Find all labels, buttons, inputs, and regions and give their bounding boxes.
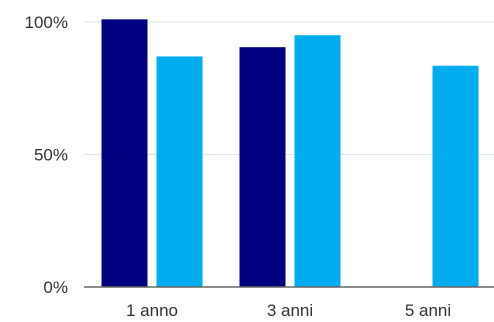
bar-series-2-5-anni	[432, 65, 479, 287]
bar-series-1-1-anno	[101, 19, 148, 287]
x-tick-label: 1 anno	[126, 301, 178, 320]
x-axis-ticks: 1 anno 3 anni 5 anni	[126, 301, 451, 320]
y-axis-ticks: 0% 50% 100%	[25, 13, 68, 297]
y-tick-label: 100%	[25, 13, 68, 32]
x-tick-label: 5 anni	[405, 301, 451, 320]
bar-series-2-3-anni	[294, 35, 341, 287]
y-tick-label: 50%	[34, 146, 68, 165]
gridlines	[84, 21, 494, 155]
x-tick-label: 3 anni	[267, 301, 313, 320]
bar-series-2-1-anno	[156, 56, 203, 288]
bars	[101, 19, 479, 288]
y-tick-label: 0%	[43, 278, 68, 297]
bar-series-1-3-anni	[239, 47, 286, 287]
